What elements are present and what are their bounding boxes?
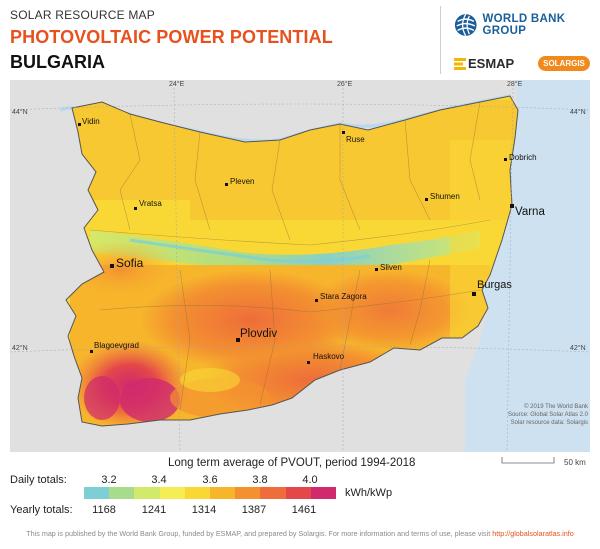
lon-label-28: 28°E: [507, 80, 523, 88]
city-sliven: Sliven: [380, 263, 402, 272]
city-ruse: Ruse: [346, 135, 365, 144]
lon-label-24: 24°E: [169, 80, 185, 88]
yearly-tick-4: 1461: [291, 504, 317, 516]
yearly-tick-2: 1314: [191, 504, 217, 516]
legend-swatch: [260, 487, 286, 499]
credit-source: Source: Global Solar Atlas 2.0: [508, 412, 589, 418]
esmap-wordmark: ESMAP: [468, 56, 515, 71]
city-sofia: Sofia: [116, 256, 144, 270]
legend-swatch: [285, 487, 311, 499]
map-type-label: SOLAR RESOURCE MAP: [10, 8, 155, 22]
country-name: BULGARIA: [10, 52, 105, 72]
city-blagoevgrad: Blagoevgrad: [94, 341, 139, 350]
daily-tick-1: 3.4: [151, 474, 167, 486]
city-shumen: Shumen: [430, 192, 460, 201]
city-varna: Varna: [515, 206, 545, 218]
city-burgas: Burgas: [477, 279, 512, 291]
city-plovdiv: Plovdiv: [240, 328, 277, 340]
legend-unit: kWh/kWp: [345, 487, 393, 499]
city-pleven: Pleven: [230, 177, 254, 186]
daily-tick-4: 4.0: [302, 474, 318, 486]
daily-tick-0: 3.2: [101, 474, 117, 486]
province-boundaries: [89, 101, 491, 411]
yearly-totals-label: Yearly totals:: [10, 504, 73, 516]
lat-label-44-right: 44°N: [570, 108, 586, 116]
header-divider: [440, 6, 441, 74]
map-title: PHOTOVOLTAIC POWER POTENTIAL: [10, 27, 333, 47]
world-bank-logo: WORLD BANK GROUP: [454, 12, 600, 38]
footer-text: This map is published by the World Bank …: [26, 529, 491, 538]
legend-swatch: [109, 487, 135, 499]
legend-color-ramp: [84, 487, 337, 499]
legend-swatch: [84, 487, 110, 499]
city-stara-zagora: Stara Zagora: [320, 292, 367, 301]
lon-label-26: 26°E: [337, 80, 353, 88]
legend-swatch: [184, 487, 211, 499]
lat-label-44-left: 44°N: [12, 108, 28, 116]
scale-bar: 50 km: [501, 457, 586, 467]
city-haskovo: Haskovo: [313, 352, 345, 361]
lat-label-42-right: 42°N: [570, 344, 586, 352]
map-header: SOLAR RESOURCE MAP PHOTOVOLTAIC POWER PO…: [0, 0, 600, 80]
daily-totals-label: Daily totals:: [10, 474, 67, 486]
scale-label: 50 km: [564, 458, 586, 467]
yearly-tick-0: 1168: [92, 504, 116, 516]
credit-data: Solar resource data: Solargis: [511, 420, 588, 426]
legend-swatch: [134, 487, 160, 499]
legend-title: Long term average of PVOUT, period 1994-…: [168, 457, 416, 469]
yearly-tick-3: 1387: [241, 504, 267, 516]
legend-swatch: [159, 487, 185, 499]
lat-label-42-left: 42°N: [12, 344, 28, 352]
solar-map: 24°E 26°E 28°E 44°N 42°N 44°N 42°N Vidin…: [10, 80, 590, 452]
yearly-tick-1: 1241: [141, 504, 167, 516]
footer-note: This map is published by the World Bank …: [0, 529, 600, 538]
city-vratsa: Vratsa: [139, 199, 162, 208]
globe-icon: [454, 13, 477, 37]
black-sea: [465, 80, 590, 452]
esmap-logo: ESMAP: [454, 56, 514, 71]
legend-swatch: [210, 487, 236, 499]
credit-copyright: © 2019 The World Bank: [524, 403, 589, 410]
world-bank-wordmark: WORLD BANK GROUP: [482, 13, 566, 37]
city-dobrich: Dobrich: [509, 153, 537, 162]
solargis-logo: SOLARGIS: [538, 56, 590, 71]
daily-tick-2: 3.6: [202, 474, 218, 486]
cities: Vidin Ruse Dobrich Pleven Vratsa Shumen …: [78, 117, 545, 364]
esmap-mark-icon: [454, 57, 466, 70]
city-vidin: Vidin: [82, 117, 100, 126]
graticule: [10, 87, 590, 452]
legend-swatch: [310, 487, 337, 499]
bulgaria-pvout-map: 24°E 26°E 28°E 44°N 42°N 44°N 42°N Vidin…: [10, 80, 590, 452]
globalsolaratlas-link[interactable]: http://globalsolaratlas.info: [492, 529, 574, 538]
legend-swatch: [235, 487, 261, 499]
daily-tick-3: 3.8: [252, 474, 268, 486]
